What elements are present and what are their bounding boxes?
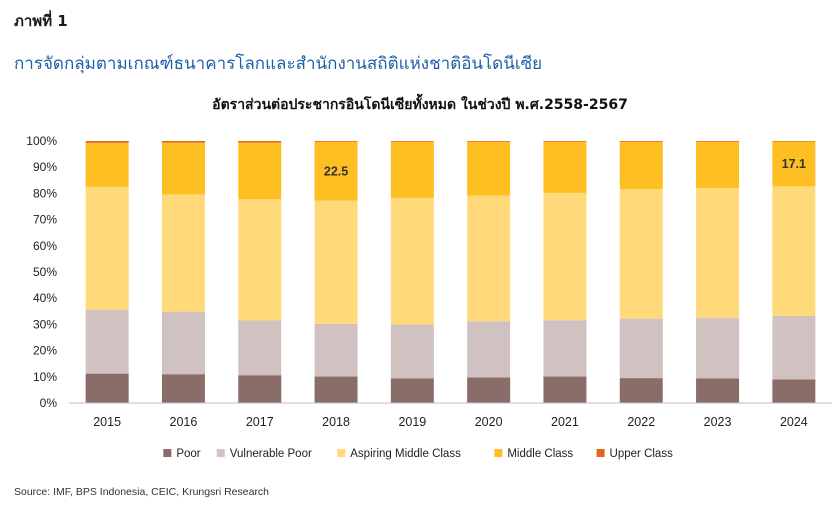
bar-segment [85, 373, 129, 403]
bar-segment [619, 141, 663, 190]
legend: Poor Vulnerable Poor Aspiring Middle Class… [163, 448, 673, 460]
bar-segment [314, 200, 358, 324]
bar-segment [467, 377, 511, 403]
bar-segment [390, 141, 434, 142]
bar-segment [619, 318, 663, 379]
bar-segment [467, 195, 511, 322]
bar-segment [543, 141, 587, 193]
bar-segment [85, 141, 129, 143]
bar-segment [238, 320, 282, 376]
bar-segment [314, 376, 358, 403]
bars [85, 141, 816, 403]
bar-segment [696, 187, 740, 318]
x-tick-label: 2022 [627, 415, 655, 429]
legend-label: Upper Class [610, 448, 674, 460]
bar-segment [619, 378, 663, 403]
bar-segment [619, 141, 663, 142]
bar-segment [238, 199, 282, 321]
bar-segment [696, 141, 740, 142]
bar-segment [314, 141, 358, 201]
legend-label: Poor [176, 448, 200, 460]
legend-label: Vulnerable Poor [230, 448, 312, 460]
bar-segment [772, 141, 816, 142]
bar-segment [390, 324, 434, 379]
x-tick-label: 2015 [93, 415, 121, 429]
bar-segment [467, 141, 511, 142]
bar-segment [238, 141, 282, 143]
bar-segment [314, 141, 358, 142]
legend-label: Middle Class [507, 448, 573, 460]
bar-segment [238, 375, 282, 403]
y-tick-label: 100% [26, 134, 57, 148]
bar-segment [85, 142, 129, 187]
x-tick-label: 2023 [704, 415, 732, 429]
bar-segment [543, 376, 587, 403]
y-tick-label: 90% [33, 160, 57, 174]
x-tick-label: 2024 [780, 415, 808, 429]
bar-segment [619, 189, 663, 319]
bar-segment [161, 142, 205, 195]
legend-swatch [494, 449, 503, 457]
bar-segment [161, 374, 205, 403]
legend-swatch [216, 449, 225, 457]
bar-segment [696, 378, 740, 403]
legend-swatch [163, 449, 172, 457]
figure-title: การจัดกลุ่มตามเกณฑ์ธนาคารโลกและสำนักงานส… [14, 54, 543, 74]
x-tick-label: 2019 [398, 415, 426, 429]
bar-segment [696, 317, 740, 379]
bar-segment [696, 141, 740, 188]
y-tick-label: 70% [33, 213, 57, 227]
figure-label: ภาพที่ 1 [14, 12, 68, 30]
bar-segment [161, 311, 205, 375]
y-tick-label: 50% [33, 265, 57, 279]
y-tick-label: 40% [33, 291, 57, 305]
bar-segment [772, 141, 816, 187]
bar-segment [161, 141, 205, 143]
bar-segment [390, 141, 434, 198]
x-tick-label: 2017 [246, 415, 274, 429]
x-axis: 2015 2016 2017 2018 2019 2020 2021 2022 2023 2024 [69, 402, 832, 429]
bar-segment [390, 378, 434, 403]
bar-segment [467, 141, 511, 196]
bar-segment [543, 192, 587, 321]
bar-segment [467, 321, 511, 378]
bar-segment [772, 186, 816, 317]
bar-segment [85, 309, 129, 374]
y-tick-label: 60% [33, 239, 57, 253]
legend-label: Aspiring Middle Class [350, 448, 461, 460]
legend-swatch [596, 449, 605, 457]
source-note: Source: IMF, BPS Indonesia, CEIC, Krungs… [14, 486, 270, 498]
data-label: 22.5 [324, 164, 348, 178]
bar-segment [543, 320, 587, 377]
x-tick-label: 2021 [551, 415, 579, 429]
y-tick-label: 30% [33, 317, 57, 331]
x-tick-label: 2016 [170, 415, 198, 429]
bar-segment [238, 142, 282, 200]
data-label: 17.1 [782, 157, 806, 171]
bar-segment [390, 197, 434, 325]
bar-segment [772, 316, 816, 380]
y-tick-label: 0% [40, 396, 58, 410]
x-tick-label: 2018 [322, 415, 350, 429]
data-labels: 22.5 17.1 [324, 157, 806, 178]
bar-segment [314, 323, 358, 377]
bar-segment [543, 141, 587, 142]
y-tick-label: 80% [33, 186, 57, 200]
chart-title: อัตราส่วนต่อประชากรอินโดนีเซียทั้งหมด ใน… [212, 93, 628, 113]
bar-segment [772, 379, 816, 403]
bar-segment [85, 186, 129, 310]
legend-swatch [337, 449, 346, 457]
y-axis: 0% 10% 20% 30% 40% 50% 60% 70% 80% 90% 100% [26, 134, 57, 410]
bar-segment [161, 194, 205, 312]
y-tick-label: 20% [33, 344, 57, 358]
y-tick-label: 10% [33, 370, 57, 384]
x-tick-label: 2020 [475, 415, 503, 429]
